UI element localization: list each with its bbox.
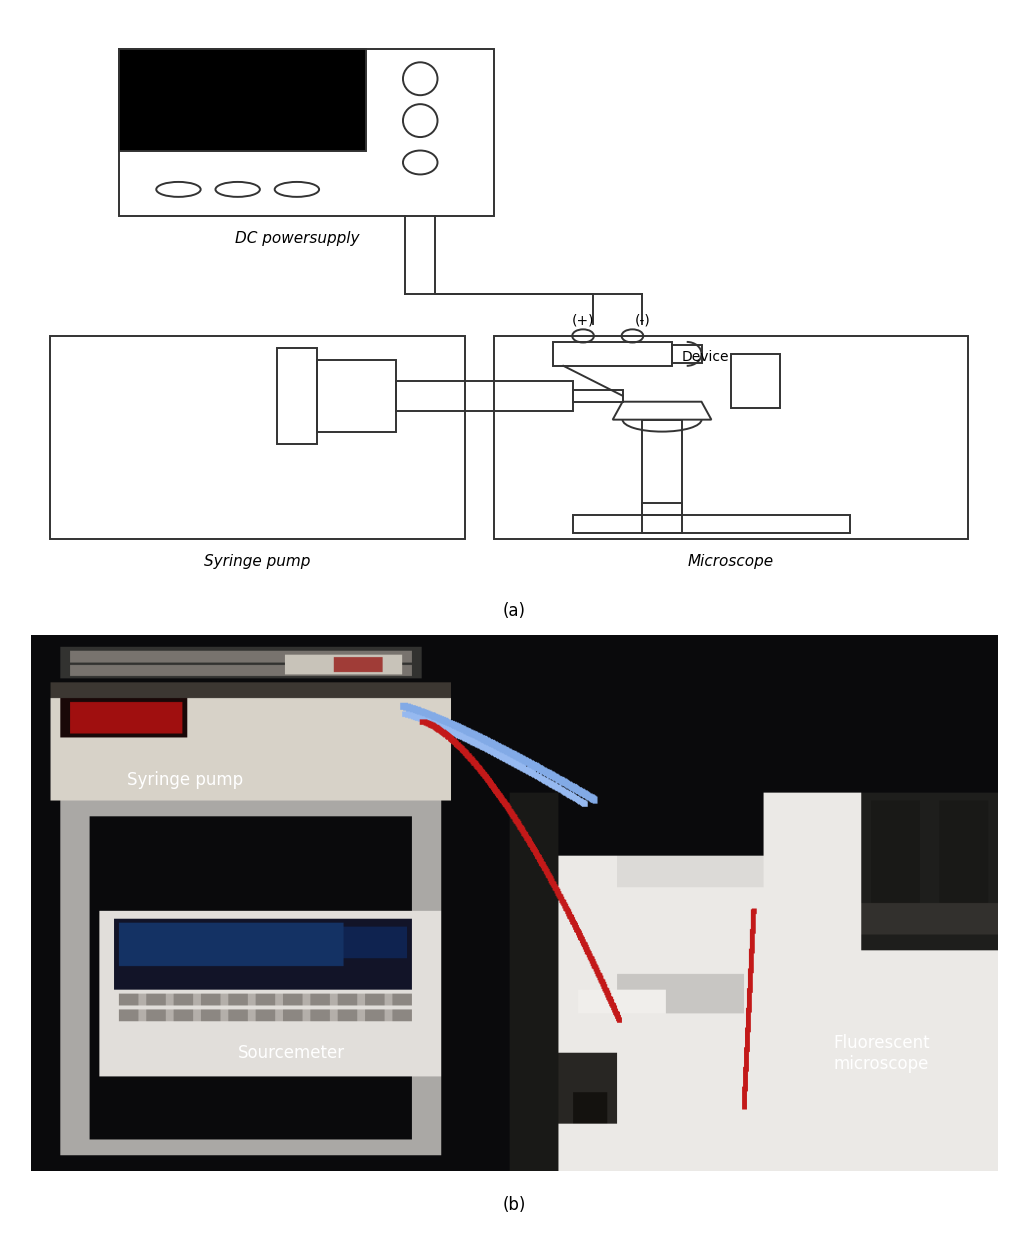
Text: (a): (a) (503, 602, 525, 621)
Text: Microscope: Microscope (688, 554, 774, 569)
Bar (396, 381, 574, 411)
Text: Syringe pump: Syringe pump (205, 554, 310, 569)
Bar (553, 341, 672, 366)
Text: Device: Device (682, 350, 729, 364)
Text: (-): (-) (634, 314, 650, 328)
Bar (731, 354, 780, 407)
Bar (119, 49, 494, 217)
Bar (317, 360, 396, 431)
Text: Syringe pump: Syringe pump (127, 771, 244, 789)
Text: Fluorescent
microscope: Fluorescent microscope (833, 1034, 929, 1073)
Bar (119, 49, 366, 151)
Bar (574, 390, 623, 401)
Bar (494, 336, 968, 540)
Bar (642, 420, 682, 516)
Bar (672, 345, 701, 363)
Text: (+): (+) (572, 314, 594, 328)
Bar (50, 336, 465, 540)
Bar (642, 503, 682, 533)
Bar (574, 516, 849, 533)
Text: (b): (b) (503, 1196, 525, 1214)
Text: DC powersupply: DC powersupply (234, 232, 359, 247)
Bar (278, 348, 317, 444)
Text: Sourcemeter: Sourcemeter (238, 1044, 345, 1063)
